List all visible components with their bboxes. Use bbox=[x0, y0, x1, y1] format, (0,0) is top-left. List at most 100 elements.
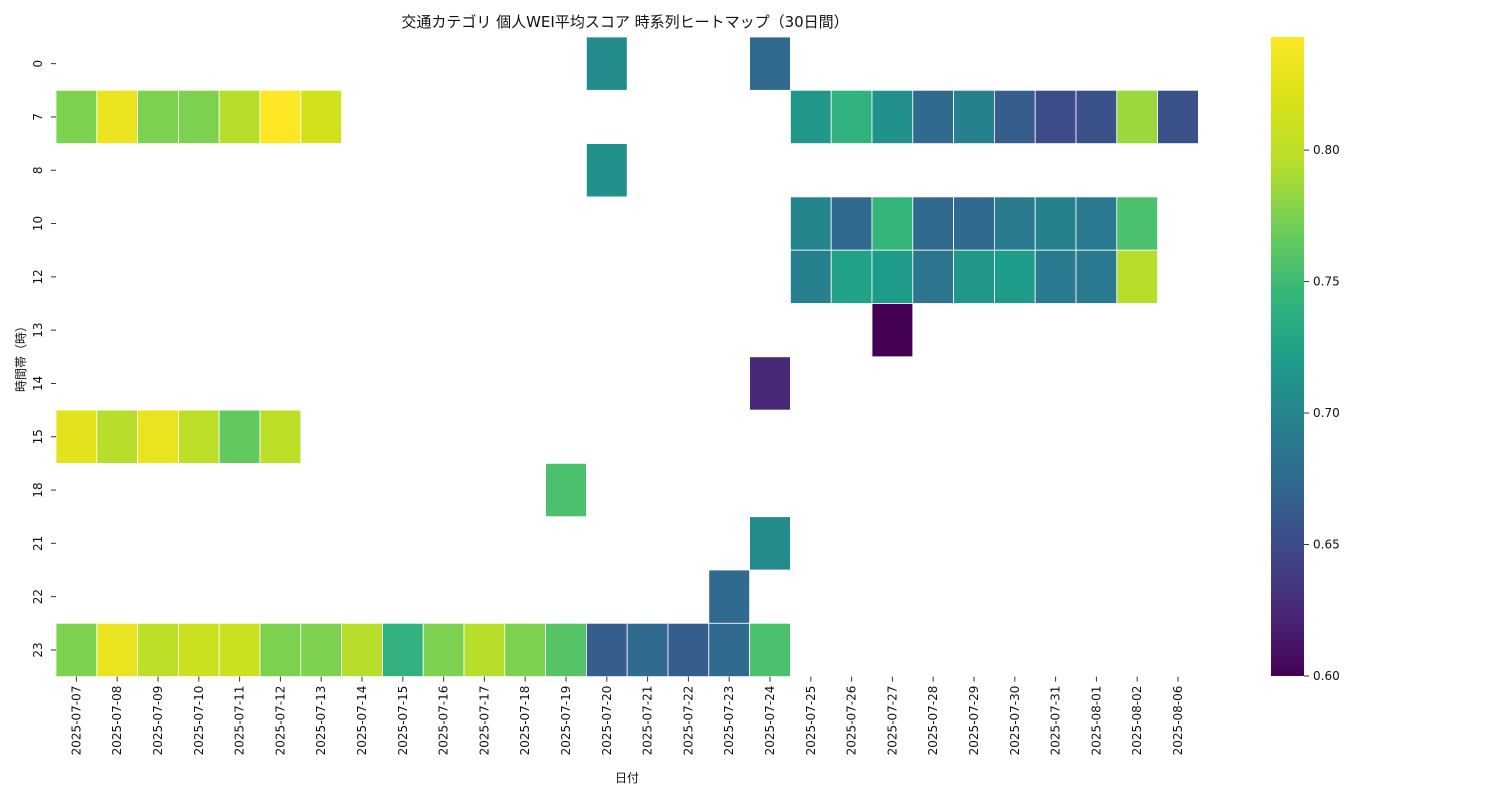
heatmap-cell bbox=[55, 409, 98, 464]
heatmap-cell bbox=[218, 622, 261, 677]
x-tick-label: 2025-07-19 bbox=[559, 686, 573, 756]
heatmap-cell bbox=[1116, 196, 1159, 251]
x-tick-label: 2025-08-01 bbox=[1089, 686, 1103, 756]
heatmap-cell bbox=[96, 622, 139, 677]
heatmap-cell bbox=[830, 196, 873, 251]
heatmap-cell bbox=[1116, 249, 1159, 304]
x-tick-label: 2025-07-14 bbox=[355, 686, 369, 756]
heatmap-cell bbox=[422, 622, 465, 677]
heatmap-cell bbox=[994, 89, 1036, 145]
colorbar-tick-label: 0.70 bbox=[1313, 406, 1340, 420]
x-tick-label: 2025-07-09 bbox=[151, 686, 165, 756]
heatmap-cell bbox=[1116, 89, 1159, 145]
heatmap-cell bbox=[953, 89, 995, 145]
heatmap-cell bbox=[586, 36, 628, 91]
heatmap-cell bbox=[137, 622, 179, 677]
heatmap-cell bbox=[871, 89, 914, 145]
x-tick-label: 2025-07-23 bbox=[722, 686, 736, 756]
heatmap-cell bbox=[218, 89, 261, 145]
heatmap-cell bbox=[1034, 249, 1077, 304]
heatmap-cell bbox=[667, 622, 710, 677]
x-tick-label: 2025-07-11 bbox=[233, 686, 247, 756]
y-tick-label: 8 bbox=[31, 166, 45, 174]
heatmap-cell bbox=[790, 196, 832, 251]
heatmap-cell bbox=[586, 143, 628, 198]
x-tick-label: 2025-07-25 bbox=[804, 686, 818, 756]
x-tick-label: 2025-07-28 bbox=[926, 686, 940, 756]
heatmap-cell bbox=[953, 249, 995, 304]
colorbar-tick-label: 0.65 bbox=[1313, 538, 1340, 552]
x-tick-label: 2025-07-21 bbox=[641, 686, 655, 756]
y-tick-label: 7 bbox=[31, 113, 45, 121]
heatmap-cell bbox=[463, 622, 506, 677]
heatmap-cell bbox=[1075, 249, 1118, 304]
heatmap-cell bbox=[586, 622, 628, 677]
x-tick-label: 2025-07-12 bbox=[273, 686, 287, 756]
x-tick-label: 2025-07-08 bbox=[110, 686, 124, 756]
heatmap-cell bbox=[749, 622, 791, 677]
heatmap-cell bbox=[1075, 196, 1118, 251]
heatmap-cell bbox=[1075, 89, 1118, 145]
heatmap-cell bbox=[1034, 196, 1077, 251]
y-tick-label: 23 bbox=[31, 642, 45, 657]
y-tick-label: 21 bbox=[31, 536, 45, 551]
heatmap-cell bbox=[994, 249, 1036, 304]
heatmap-cell bbox=[790, 89, 832, 145]
heatmap-cells bbox=[55, 36, 1199, 677]
heatmap-cell bbox=[545, 462, 587, 518]
heatmap-cell bbox=[300, 89, 342, 145]
heatmap-cell bbox=[137, 89, 179, 145]
y-tick-label: 13 bbox=[31, 323, 45, 338]
heatmap-cell bbox=[912, 249, 954, 304]
colorbar-gradient bbox=[1271, 37, 1304, 676]
x-tick-label: 2025-07-18 bbox=[518, 686, 532, 756]
heatmap-cell bbox=[912, 196, 954, 251]
heatmap-cell bbox=[749, 356, 791, 411]
heatmap-cell bbox=[177, 89, 220, 145]
x-tick-label: 2025-07-20 bbox=[600, 686, 614, 756]
y-axis: 0 7 8 10 12 13 14 15 18 21 22 23 bbox=[31, 60, 56, 658]
colorbar: 0.60 0.65 0.70 0.75 0.80 bbox=[1271, 37, 1340, 683]
heatmap-cell bbox=[830, 249, 873, 304]
heatmap-cell bbox=[749, 36, 791, 91]
x-axis-label: 日付 bbox=[615, 771, 639, 785]
heatmap-cell bbox=[953, 196, 995, 251]
heatmap-cell bbox=[545, 622, 587, 677]
heatmap-cell bbox=[96, 409, 139, 464]
y-tick-label: 12 bbox=[31, 269, 45, 284]
x-tick-label: 2025-07-07 bbox=[69, 686, 83, 756]
colorbar-tick-label: 0.80 bbox=[1313, 143, 1340, 157]
heatmap-cell bbox=[218, 409, 261, 464]
x-tick-label: 2025-07-31 bbox=[1049, 686, 1063, 756]
colorbar-tick-label: 0.75 bbox=[1313, 275, 1340, 289]
x-tick-label: 2025-07-29 bbox=[967, 686, 981, 756]
x-tick-label: 2025-07-16 bbox=[437, 686, 451, 756]
heatmap-cell bbox=[341, 622, 383, 677]
heatmap-cell bbox=[55, 622, 98, 677]
heatmap-cell bbox=[871, 249, 914, 304]
y-tick-label: 15 bbox=[31, 429, 45, 444]
heatmap-cell bbox=[259, 622, 302, 677]
heatmap-cell bbox=[504, 622, 546, 677]
heatmap-cell bbox=[177, 409, 220, 464]
heatmap-cell bbox=[708, 622, 750, 677]
x-tick-label: 2025-07-17 bbox=[477, 686, 491, 756]
heatmap-cell bbox=[912, 89, 954, 145]
x-tick-label: 2025-08-06 bbox=[1171, 686, 1185, 756]
heatmap-cell bbox=[300, 622, 342, 677]
y-tick-label: 18 bbox=[31, 482, 45, 497]
chart-title: 交通カテゴリ 個人WEI平均スコア 時系列ヒートマップ（30日間） bbox=[401, 13, 848, 31]
x-tick-label: 2025-07-27 bbox=[885, 686, 899, 756]
x-tick-label: 2025-07-22 bbox=[681, 686, 695, 756]
heatmap-cell bbox=[749, 516, 791, 571]
heatmap-cell bbox=[381, 622, 424, 677]
colorbar-tick-label: 0.60 bbox=[1313, 669, 1340, 683]
heatmap-cell bbox=[1157, 89, 1199, 145]
heatmap-cell bbox=[871, 196, 914, 251]
y-tick-label: 10 bbox=[31, 216, 45, 231]
heatmap-cell bbox=[55, 89, 98, 145]
heatmap-cell bbox=[871, 303, 914, 358]
heatmap-cell bbox=[137, 409, 179, 464]
x-tick-label: 2025-07-30 bbox=[1008, 686, 1022, 756]
heatmap-cell bbox=[259, 89, 302, 145]
